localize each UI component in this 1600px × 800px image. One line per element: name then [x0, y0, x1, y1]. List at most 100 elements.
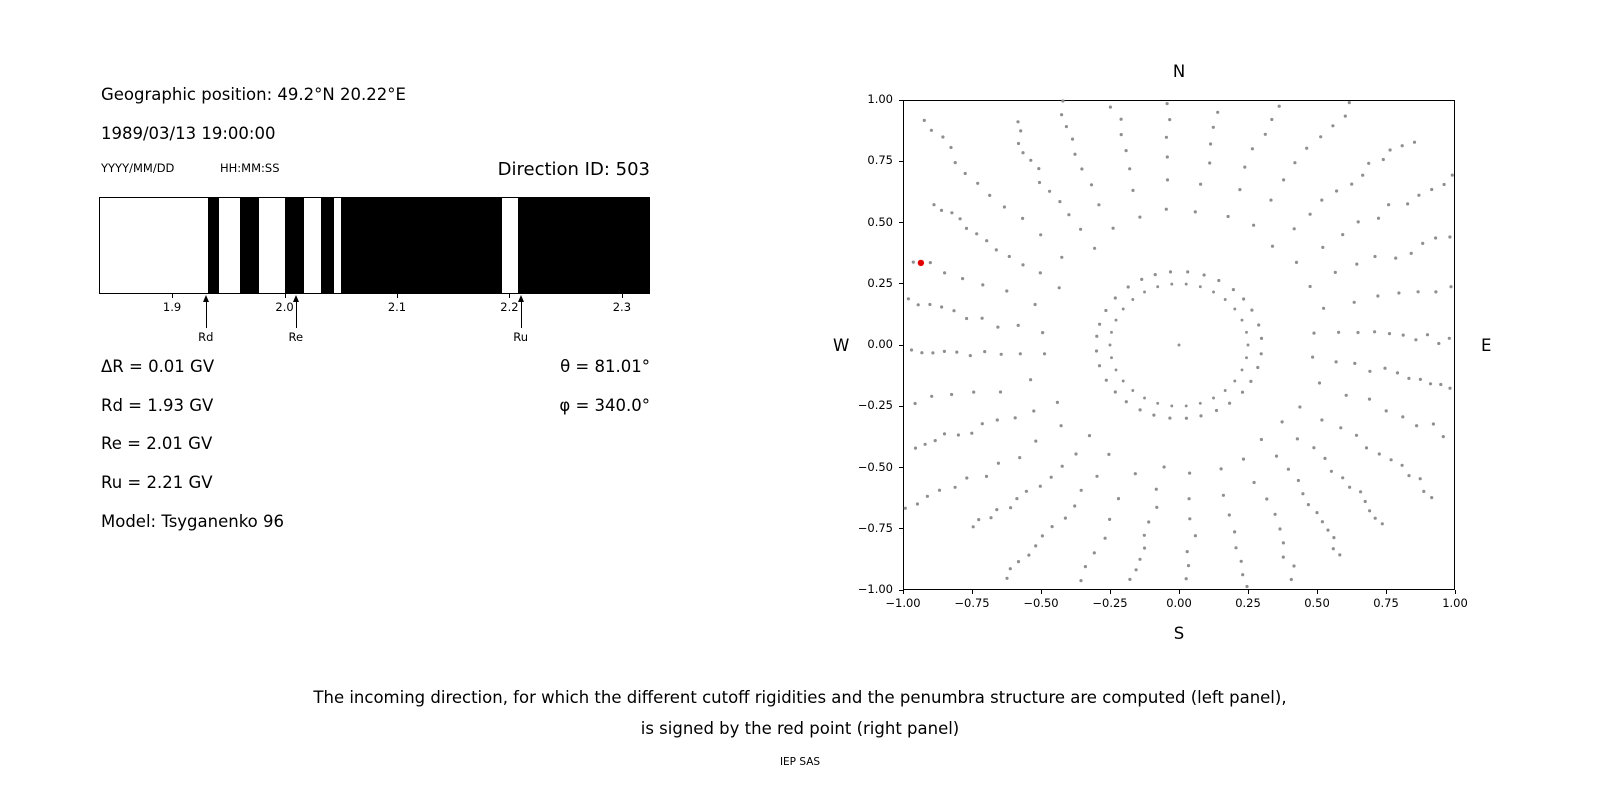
asymptotic-direction-dot	[1073, 152, 1077, 156]
inner-ring-dot	[1108, 343, 1112, 347]
asymptotic-direction-dot	[903, 506, 907, 510]
asymptotic-direction-dot	[1079, 488, 1083, 492]
asymptotic-direction-dot	[1188, 517, 1192, 521]
asymptotic-direction-dot	[1320, 520, 1324, 524]
asymptotic-direction-dot	[1219, 467, 1223, 471]
asymptotic-direction-dot	[1383, 366, 1387, 370]
x-tick-mark	[902, 590, 904, 594]
asymptotic-direction-dot	[1241, 573, 1245, 577]
x-tick-mark	[1454, 590, 1456, 594]
asymptotic-direction-dot	[930, 394, 934, 398]
penumbra-x-tick-label: 1.9	[162, 300, 182, 314]
asymptotic-direction-dot	[1331, 124, 1335, 128]
asymptotic-direction-dot	[940, 305, 944, 309]
y-tick-label: 0.00	[867, 337, 893, 351]
asymptotic-direction-dot	[1108, 517, 1112, 521]
asymptotic-direction-dot	[1153, 273, 1157, 277]
asymptotic-direction-dot	[1029, 158, 1033, 162]
asymptotic-direction-dot	[1199, 182, 1203, 186]
penumbra-x-tick-mark	[284, 294, 286, 298]
asymptotic-direction-dot	[1147, 520, 1151, 524]
x-tick-label: −0.25	[1092, 596, 1128, 610]
asymptotic-direction-dot	[950, 392, 954, 397]
penumbra-x-tick-mark	[621, 294, 623, 298]
asymptotic-direction-dot	[1401, 333, 1405, 337]
asymptotic-direction-dot	[1034, 439, 1038, 443]
asymptotic-direction-dot	[928, 261, 932, 265]
asymptotic-direction-dot	[1355, 262, 1359, 266]
inner-ring-dot	[1170, 282, 1174, 286]
asymptotic-direction-dot	[1199, 414, 1203, 418]
asymptotic-direction-dot	[980, 316, 984, 320]
asymptotic-direction-dot	[1060, 255, 1064, 259]
inner-ring-dot	[1184, 282, 1188, 286]
asymptotic-direction-dot	[1021, 151, 1025, 155]
asymptotic-direction-dot	[1308, 212, 1312, 216]
asymptotic-direction-dot	[1270, 244, 1275, 248]
inner-ring-dot	[1245, 356, 1248, 360]
asymptotic-direction-dot	[1368, 509, 1372, 513]
asymptotic-direction-dot	[1128, 577, 1132, 581]
asymptotic-direction-dot	[1029, 378, 1033, 382]
inner-ring-dot	[1131, 389, 1135, 392]
asymptotic-direction-dot	[1356, 220, 1360, 224]
delta-r-value: ΔR = 0.01 GV	[101, 357, 215, 376]
asymptotic-direction-dot	[1437, 341, 1441, 346]
asymptotic-direction-dot	[975, 232, 979, 236]
asymptotic-direction-dot	[1306, 503, 1310, 507]
asymptotic-direction-dot	[1083, 565, 1087, 569]
asymptotic-direction-dot	[942, 432, 947, 436]
asymptotic-direction-dot	[1245, 584, 1249, 589]
asymptotic-direction-dot	[1320, 418, 1324, 422]
asymptotic-direction-dot	[1421, 241, 1425, 245]
cutoff-marker-label: Ru	[513, 330, 529, 344]
asymptotic-direction-dot	[958, 217, 962, 221]
asymptotic-direction-dot	[1344, 393, 1348, 397]
y-tick-label: −0.50	[857, 459, 893, 474]
penumbra-band	[517, 198, 649, 293]
asymptotic-direction-dot	[1263, 132, 1267, 136]
asymptotic-direction-dot	[1021, 216, 1025, 220]
asymptotic-direction-dot	[1414, 338, 1418, 342]
asymptotic-direction-dot	[1305, 146, 1309, 150]
asymptotic-direction-dot	[1073, 504, 1077, 508]
asymptotic-direction-dot	[1233, 530, 1237, 534]
asymptotic-direction-dot	[1281, 555, 1285, 559]
asymptotic-direction-dot	[1193, 210, 1197, 214]
asymptotic-direction-dot	[1024, 489, 1028, 493]
asymptotic-direction-dot	[1016, 120, 1020, 124]
asymptotic-direction-dot	[1061, 99, 1065, 103]
asymptotic-direction-dot	[1397, 291, 1401, 295]
asymptotic-direction-dot	[1319, 135, 1323, 139]
asymptotic-direction-dot	[1124, 400, 1128, 404]
asymptotic-direction-dot	[1341, 476, 1345, 480]
asymptotic-direction-dot	[988, 193, 992, 197]
asymptotic-direction-dot	[965, 316, 969, 321]
cutoff-arrow-line	[295, 301, 297, 328]
asymptotic-direction-dot	[1347, 101, 1351, 105]
inner-ring-dot	[1198, 285, 1202, 289]
asymptotic-direction-dot	[1301, 492, 1305, 496]
x-tick-label: −1.00	[885, 596, 921, 610]
cutoff-marker-label: Rd	[198, 330, 214, 344]
y-tick-mark	[899, 528, 903, 530]
asymptotic-direction-dot	[1050, 525, 1054, 529]
asymptotic-direction-dot	[1103, 536, 1107, 540]
asymptotic-direction-dot	[998, 390, 1003, 394]
asymptotic-direction-dot	[1282, 178, 1286, 182]
asymptotic-direction-dot	[1138, 215, 1142, 219]
asymptotic-direction-dot	[1270, 117, 1274, 122]
asymptotic-direction-dot	[1095, 474, 1099, 478]
inner-ring-dot	[1131, 298, 1135, 301]
x-tick-mark	[971, 590, 973, 594]
asymptotic-direction-dot	[1334, 360, 1338, 364]
asymptotic-direction-dot	[1039, 233, 1043, 237]
asymptotic-direction-dot	[1418, 377, 1422, 381]
asymptotic-direction-dot	[1338, 553, 1342, 557]
asymptotic-direction-dot	[1292, 227, 1296, 231]
asymptotic-direction-dot	[1425, 333, 1430, 337]
asymptotic-direction-dot	[1131, 188, 1135, 192]
asymptotic-direction-dot	[1226, 214, 1230, 219]
asymptotic-direction-dot	[929, 128, 933, 132]
asymptotic-direction-dot	[1332, 536, 1336, 540]
